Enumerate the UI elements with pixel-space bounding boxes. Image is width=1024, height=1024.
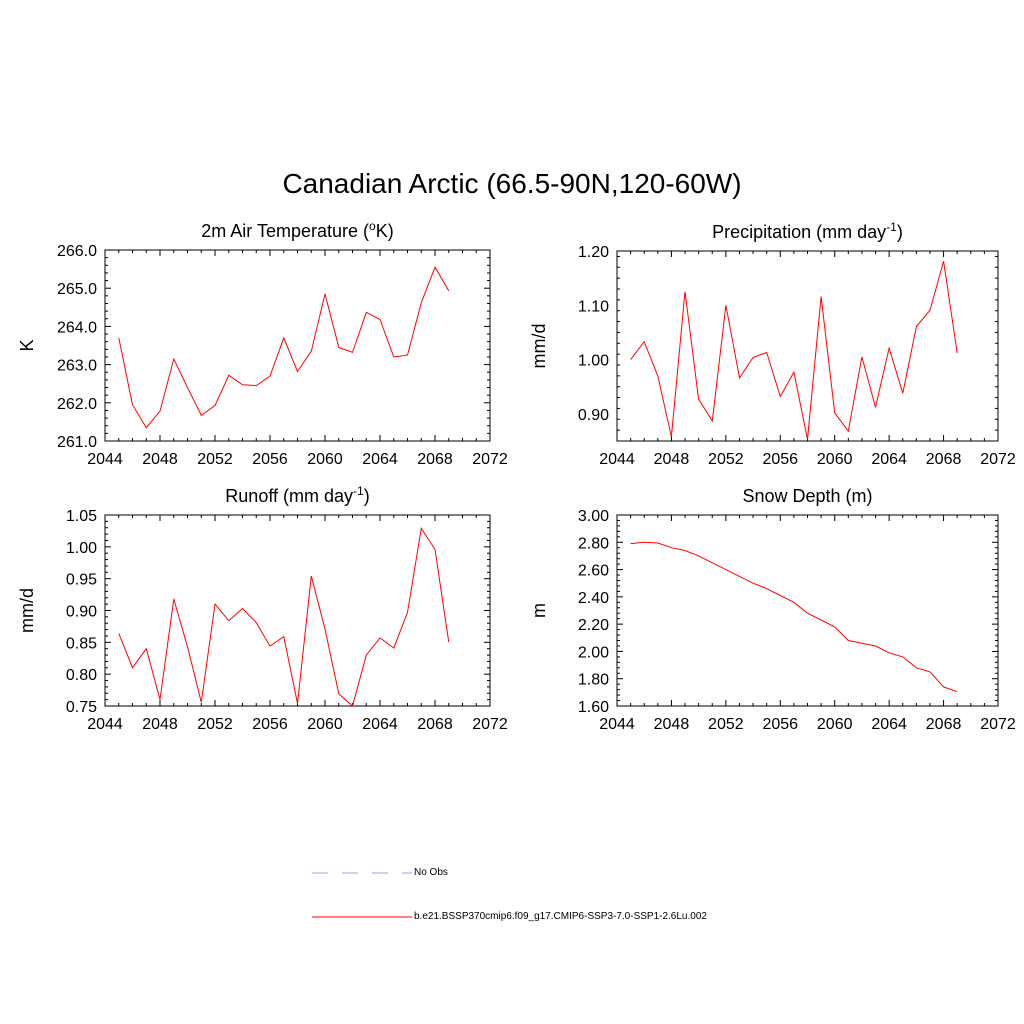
y-tick-label: 2.40 bbox=[578, 590, 609, 607]
y-tick-label: 263.0 bbox=[57, 358, 97, 375]
x-tick-label: 2052 bbox=[708, 451, 744, 468]
plot-frame bbox=[616, 514, 999, 707]
x-tick-label: 2072 bbox=[472, 451, 508, 468]
x-tick-label: 2056 bbox=[762, 716, 798, 733]
x-tick-label: 2064 bbox=[362, 716, 398, 733]
x-tick-label: 2072 bbox=[980, 716, 1016, 733]
x-tick-label: 2060 bbox=[817, 451, 853, 468]
y-tick-label: 2.00 bbox=[578, 644, 609, 661]
x-tick-label: 2048 bbox=[654, 451, 690, 468]
x-tick-label: 2052 bbox=[197, 451, 233, 468]
y-tick-label: 0.95 bbox=[66, 572, 97, 589]
y-tick-label: 1.00 bbox=[578, 353, 609, 370]
x-tick-label: 2056 bbox=[252, 716, 288, 733]
y-tick-label: 264.0 bbox=[57, 319, 97, 336]
y-tick-label: 2.80 bbox=[578, 535, 609, 552]
x-tick-label: 2064 bbox=[871, 716, 907, 733]
x-tick-label: 2060 bbox=[817, 716, 853, 733]
y-tick-label: 265.0 bbox=[57, 281, 97, 298]
y-tick-label: 0.80 bbox=[66, 667, 97, 684]
x-tick-label: 2072 bbox=[980, 451, 1016, 468]
x-tick-label: 2052 bbox=[197, 716, 233, 733]
y-tick-label: 266.0 bbox=[57, 243, 97, 260]
panel-precipitation-mm-day-1: 2044 2048 2052 2056 2060 2064 2068 2072 0.90 1.00… bbox=[529, 220, 1016, 468]
panel-title: 2m Air Temperature (oK) bbox=[201, 219, 393, 241]
series-line bbox=[118, 527, 450, 707]
x-tick-label: 2072 bbox=[472, 716, 508, 733]
y-axis-label: mm/d bbox=[17, 588, 37, 633]
y-tick-label: 2.60 bbox=[578, 563, 609, 580]
panel-2m-air-temperature-ok: 2044 2048 2052 2056 2060 2064 2068 2072 261.0 262… bbox=[17, 219, 508, 468]
plot-frame bbox=[104, 249, 491, 442]
y-axis-label: mm/d bbox=[529, 324, 549, 369]
panel-title: Snow Depth (m) bbox=[742, 486, 872, 506]
y-axis-label: K bbox=[17, 339, 37, 351]
x-tick-label: 2068 bbox=[926, 451, 962, 468]
series-line bbox=[630, 261, 958, 440]
x-tick-label: 2068 bbox=[417, 451, 453, 468]
y-tick-label: 0.90 bbox=[578, 407, 609, 424]
legend-obs-label: No Obs bbox=[414, 867, 448, 878]
x-tick-label: 2048 bbox=[142, 451, 178, 468]
x-tick-label: 2068 bbox=[417, 716, 453, 733]
y-tick-label: 3.00 bbox=[578, 508, 609, 525]
y-tick-label: 2.20 bbox=[578, 617, 609, 634]
x-tick-label: 2052 bbox=[708, 716, 744, 733]
panel-snow-depth-m: 2044 2048 2052 2056 2060 2064 2068 2072 1.60 1.80… bbox=[529, 486, 1016, 733]
y-tick-label: 262.0 bbox=[57, 396, 97, 413]
x-tick-label: 2044 bbox=[599, 451, 635, 468]
legend-model-label: b.e21.BSSP370cmip6.f09_g17.CMIP6-SSP3-7.… bbox=[414, 911, 707, 922]
x-tick-label: 2060 bbox=[307, 451, 343, 468]
x-tick-label: 2044 bbox=[87, 716, 123, 733]
x-tick-label: 2068 bbox=[926, 716, 962, 733]
y-tick-label: 1.00 bbox=[66, 540, 97, 557]
series-line bbox=[118, 266, 450, 429]
panel-title: Precipitation (mm day-1) bbox=[712, 220, 903, 242]
y-tick-label: 1.80 bbox=[578, 672, 609, 689]
x-tick-label: 2060 bbox=[307, 716, 343, 733]
y-tick-label: 261.0 bbox=[57, 434, 97, 451]
y-tick-label: 1.60 bbox=[578, 699, 609, 716]
x-tick-label: 2064 bbox=[871, 451, 907, 468]
figure-title: Canadian Arctic (66.5-90N,120-60W) bbox=[282, 168, 742, 199]
y-tick-label: 0.85 bbox=[66, 635, 97, 652]
x-tick-label: 2048 bbox=[654, 716, 690, 733]
y-tick-label: 1.10 bbox=[578, 298, 609, 315]
series-line bbox=[630, 541, 958, 693]
y-tick-label: 1.05 bbox=[66, 508, 97, 525]
y-axis-label: m bbox=[529, 603, 549, 618]
x-tick-label: 2056 bbox=[762, 451, 798, 468]
x-tick-label: 2044 bbox=[87, 451, 123, 468]
y-tick-label: 0.75 bbox=[66, 699, 97, 716]
y-tick-label: 0.90 bbox=[66, 604, 97, 621]
y-tick-label: 1.20 bbox=[578, 244, 609, 261]
x-tick-label: 2064 bbox=[362, 451, 398, 468]
x-tick-label: 2056 bbox=[252, 451, 288, 468]
x-tick-label: 2048 bbox=[142, 716, 178, 733]
panel-title: Runoff (mm day-1) bbox=[225, 484, 369, 506]
x-tick-label: 2044 bbox=[599, 716, 635, 733]
panel-runoff-mm-day-1: 2044 2048 2052 2056 2060 2064 2068 2072 0.75 0.80… bbox=[17, 484, 508, 733]
